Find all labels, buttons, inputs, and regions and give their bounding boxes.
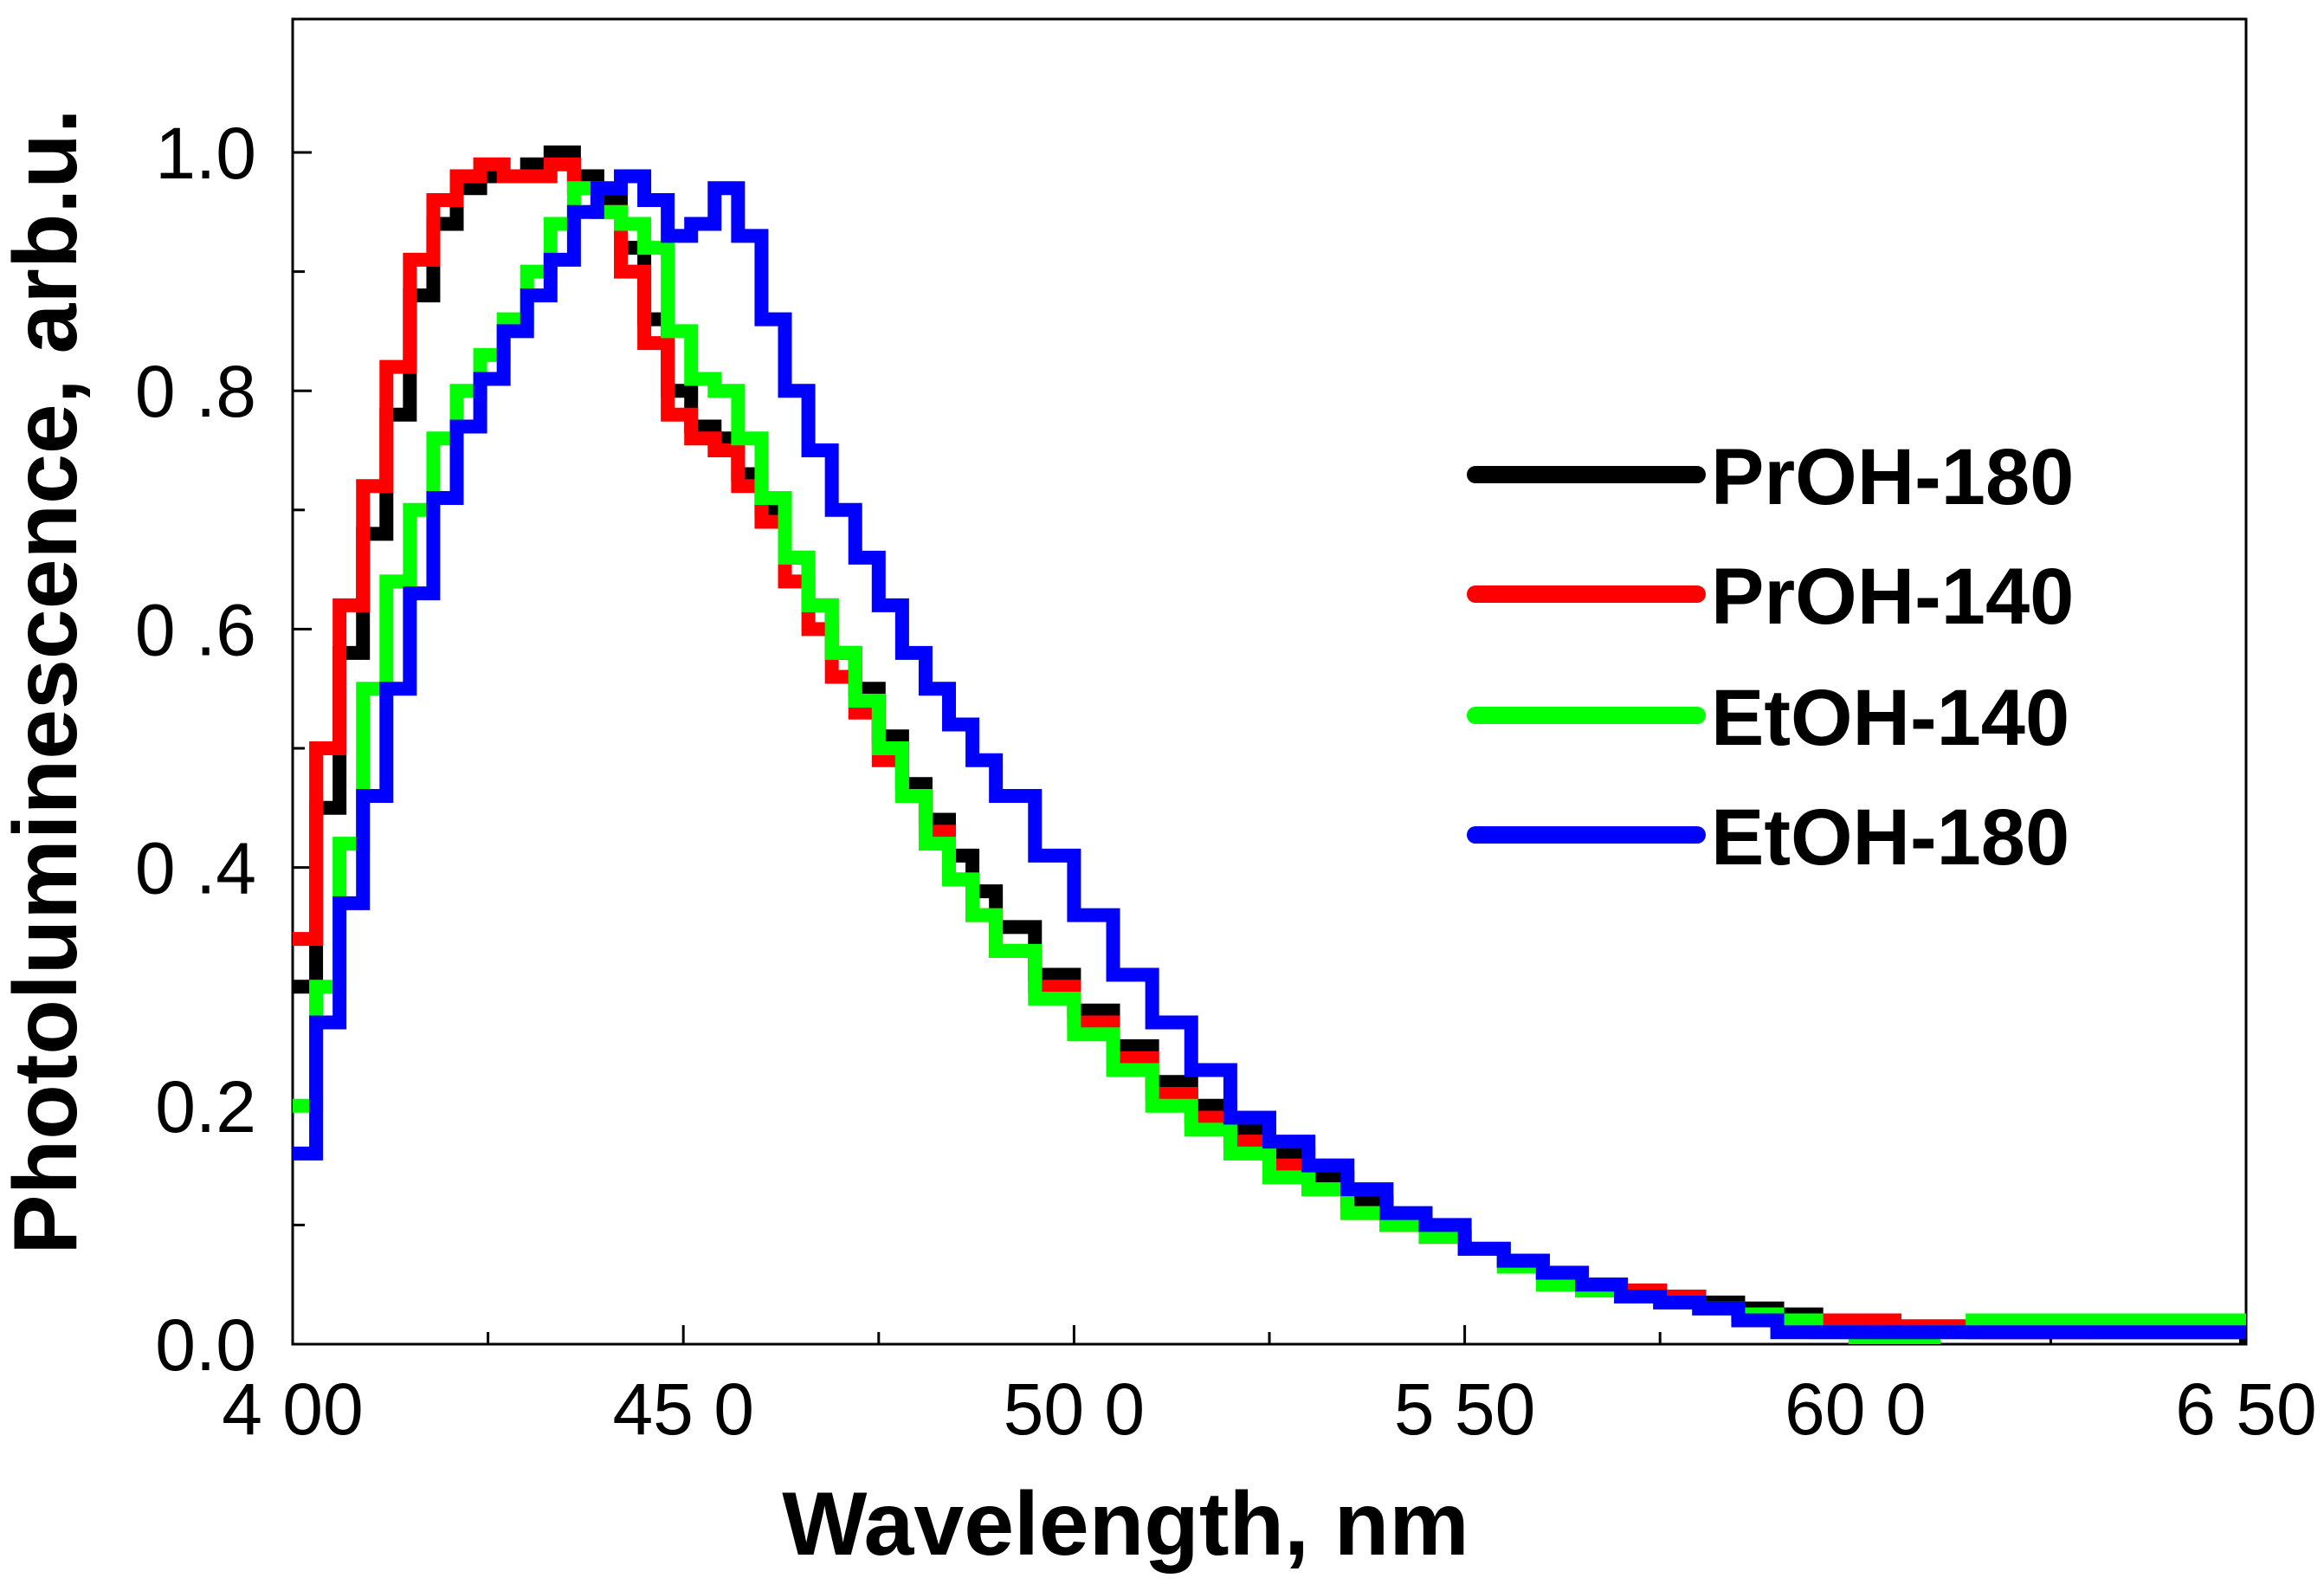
legend-label: EtOH-140 — [1711, 674, 2069, 762]
y-tick-label: 0 .6 — [135, 589, 256, 670]
legend: PrOH-180 PrOH-140 EtOH-140 EtOH-180 — [1467, 433, 2074, 882]
x-tick-label: 60 0 — [1785, 1368, 1927, 1450]
series-line-etoh-140 — [293, 181, 2246, 1344]
legend-label: PrOH-140 — [1711, 553, 2074, 641]
x-tick-labels: 4 00 45 0 50 0 5 50 60 0 6 50 — [222, 1368, 2317, 1450]
y-tick-label: 0 .4 — [135, 828, 256, 909]
x-axis-title: Wavelength, nm — [782, 1474, 1469, 1575]
y-tick-label: 0.0 — [155, 1304, 256, 1386]
y-tick-label: 1.0 — [155, 113, 256, 194]
x-tick-label: 50 0 — [1004, 1368, 1146, 1450]
y-tick-label: 0.2 — [155, 1066, 256, 1148]
x-tick-label: 45 0 — [612, 1368, 754, 1450]
y-axis-title: Photoluminescence, arb.u. — [0, 108, 96, 1254]
x-tick-label: 6 50 — [2175, 1368, 2317, 1450]
legend-label: EtOH-180 — [1711, 793, 2069, 882]
x-tick-label: 4 00 — [222, 1368, 364, 1450]
legend-label: PrOH-180 — [1711, 433, 2074, 521]
series-line-etoh-180 — [293, 169, 2246, 1340]
x-tick-label: 5 50 — [1394, 1368, 1536, 1450]
y-tick-labels: 0.0 0.2 0 .4 0 .6 0 .8 1.0 — [135, 113, 256, 1386]
series-lines — [293, 146, 2246, 1344]
y-tick-label: 0 .8 — [135, 351, 256, 432]
